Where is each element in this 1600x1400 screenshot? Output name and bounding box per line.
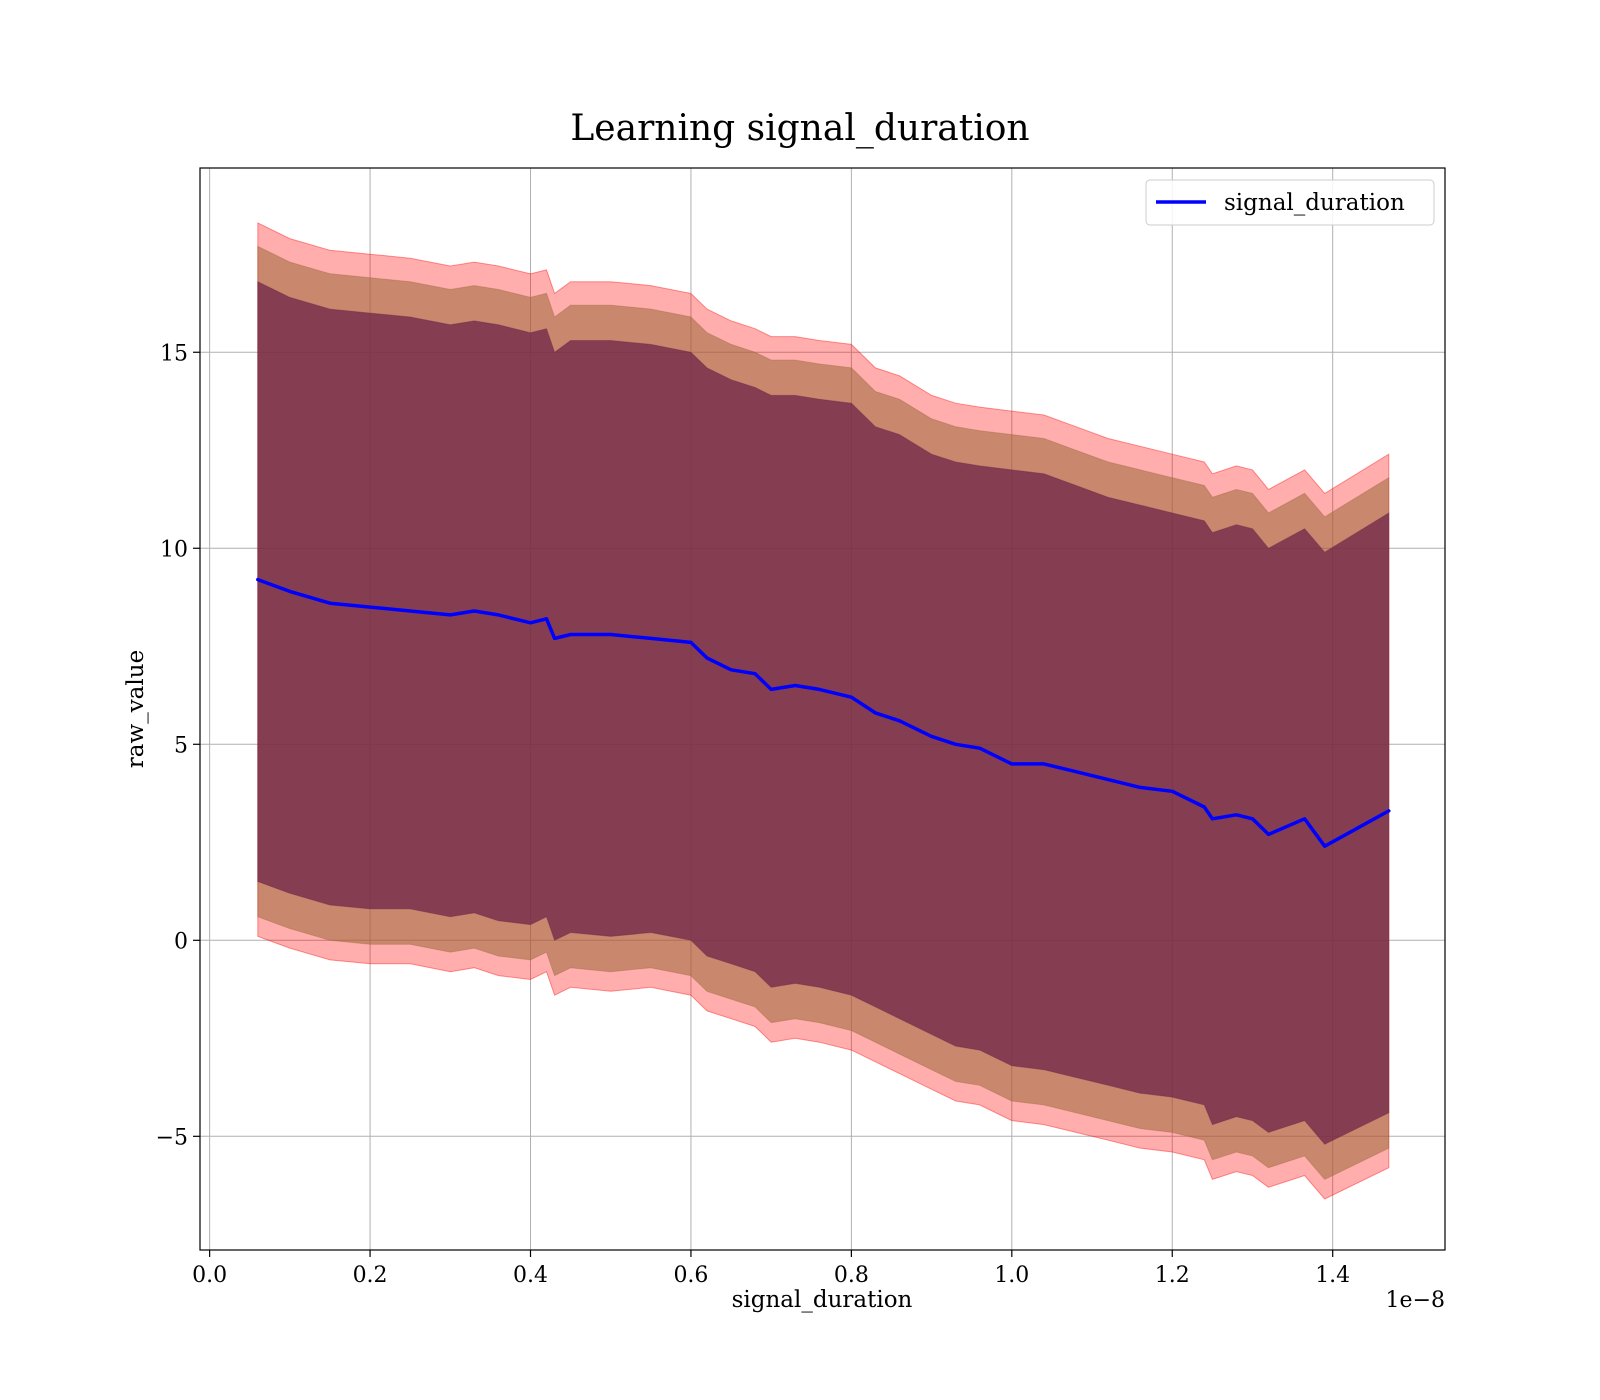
x-axis-offset-label: 1e−8 (1386, 1288, 1445, 1313)
y-tick-label: 0 (174, 929, 188, 954)
confidence-bands (257, 222, 1390, 1200)
legend-entry-signal-duration: signal_duration (1224, 190, 1405, 216)
legend-box (1145, 179, 1435, 226)
x-tick-label: 0.2 (353, 1263, 388, 1288)
y-axis-label: raw_value (123, 650, 149, 768)
x-axis-ticks: 0.0 0.2 0.4 0.6 0.8 1.0 1.2 1.4 (192, 1250, 1350, 1288)
x-tick-label: 0.0 (192, 1263, 227, 1288)
x-tick-label: 0.8 (834, 1263, 869, 1288)
x-tick-label: 0.4 (513, 1263, 548, 1288)
y-axis-ticks: −5 0 5 10 15 (156, 341, 200, 1150)
y-tick-label: −5 (156, 1125, 188, 1150)
legend: signal_duration (1145, 179, 1435, 226)
series-lines (256, 577, 1391, 848)
x-tick-label: 1.4 (1315, 1263, 1350, 1288)
x-tick-label: 1.0 (994, 1263, 1029, 1288)
series-line-signal-duration (256, 577, 1391, 848)
x-tick-label: 0.6 (673, 1263, 708, 1288)
band-inner (257, 280, 1390, 1145)
y-tick-label: 5 (174, 733, 188, 758)
chart-title: Learning signal_duration (570, 108, 1029, 149)
x-axis-label: signal_duration (732, 1287, 913, 1313)
plot-frame (199, 167, 1446, 1251)
y-tick-label: 10 (160, 537, 188, 562)
x-tick-label: 1.2 (1155, 1263, 1190, 1288)
y-tick-label: 15 (160, 341, 188, 366)
